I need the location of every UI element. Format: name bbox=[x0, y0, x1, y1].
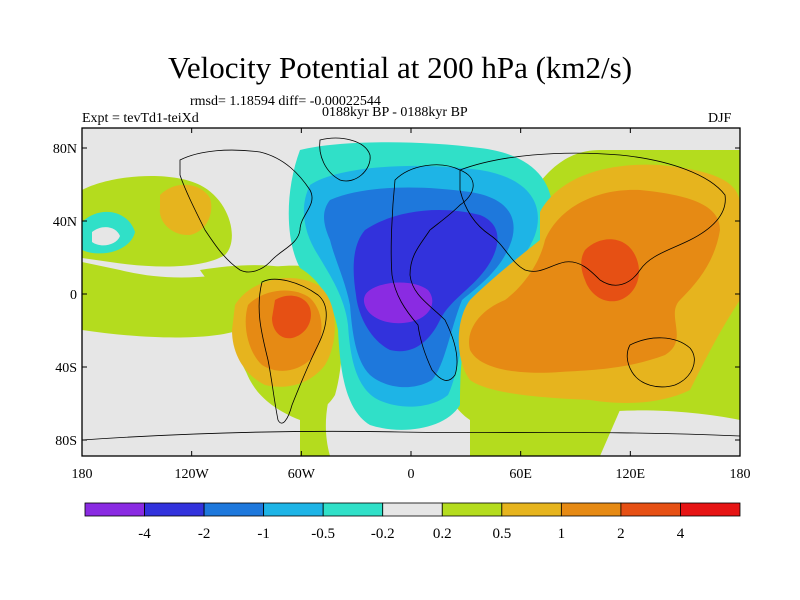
colorbar-swatch bbox=[322, 502, 384, 517]
colorbar-label: -2 bbox=[198, 526, 211, 542]
lobe-neg-pacific-inner bbox=[92, 227, 120, 246]
experiment-label: Expt = tevTd1-teiXd bbox=[82, 111, 199, 126]
season-label: DJF bbox=[708, 111, 732, 126]
coast-greenland bbox=[319, 137, 371, 182]
colorbar-swatch bbox=[144, 502, 205, 517]
colorbar-swatch bbox=[263, 502, 324, 517]
colorbar: -4 -2 -1 -0.5 -0.2 0.2 0.5 1 2 4 bbox=[84, 502, 741, 542]
stats-line: rmsd= 1.18594 diff= -0.00022544 bbox=[190, 94, 381, 109]
lat-label: 80S bbox=[55, 434, 77, 449]
colorbar-swatch bbox=[382, 502, 443, 517]
colorbar-swatch bbox=[620, 502, 681, 517]
colorbar-swatch bbox=[560, 502, 622, 517]
coast-eurasia bbox=[459, 152, 726, 286]
lobe-pos-samerica-2 bbox=[272, 295, 311, 339]
colorbar-label: 0.2 bbox=[433, 526, 452, 542]
colorbar-label: 4 bbox=[677, 526, 685, 542]
colorbar-swatch bbox=[84, 502, 145, 517]
lon-label: 60E bbox=[509, 467, 532, 482]
lon-label: 0 bbox=[408, 467, 415, 482]
plot-title: Velocity Potential at 200 hPa (km2/s) bbox=[167, 50, 633, 85]
colorbar-swatch bbox=[203, 502, 265, 517]
colorbar-label: 2 bbox=[617, 526, 625, 542]
lon-label: 120E bbox=[616, 467, 646, 482]
colorbar-swatch bbox=[501, 502, 562, 517]
lobe-pos-2 bbox=[581, 239, 640, 302]
lon-label: 60W bbox=[288, 467, 316, 482]
lon-label: 120W bbox=[175, 467, 210, 482]
colorbar-label: 0.5 bbox=[492, 526, 511, 542]
lobe-neg-core bbox=[363, 282, 433, 324]
colorbar-label: -0.2 bbox=[371, 526, 395, 542]
colorbar-label: -4 bbox=[138, 526, 151, 542]
colorbar-label: -1 bbox=[257, 526, 270, 542]
colorbar-label: -0.5 bbox=[311, 526, 335, 542]
coast-antarctica bbox=[82, 430, 740, 441]
lat-label: 40N bbox=[53, 215, 77, 230]
colorbar-swatch bbox=[441, 502, 503, 517]
lon-label: 180 bbox=[730, 467, 751, 482]
zone-near-zero-south bbox=[82, 330, 300, 456]
coast-north-america bbox=[179, 149, 313, 273]
coast-south-america bbox=[258, 278, 327, 424]
period-label: 0188kyr BP - 0188kyr BP bbox=[322, 105, 468, 120]
coastlines bbox=[82, 137, 740, 441]
longitude-axis: 180 120W 60W 0 60E 120E 180 bbox=[72, 128, 751, 482]
lat-label: 80N bbox=[53, 142, 77, 157]
contour-field bbox=[82, 128, 740, 456]
coast-europe-africa bbox=[390, 164, 474, 381]
lat-label: 0 bbox=[70, 288, 77, 303]
colorbar-swatch bbox=[680, 502, 741, 517]
latitude-axis: 80N 40N 0 40S 80S bbox=[53, 142, 740, 449]
lon-label: 180 bbox=[72, 467, 93, 482]
lat-label: 40S bbox=[55, 361, 77, 376]
coast-australia bbox=[626, 337, 695, 388]
lobe-pos-northwest-05 bbox=[159, 184, 212, 236]
colorbar-label: 1 bbox=[558, 526, 566, 542]
zone-near-zero-pacific bbox=[600, 407, 740, 456]
